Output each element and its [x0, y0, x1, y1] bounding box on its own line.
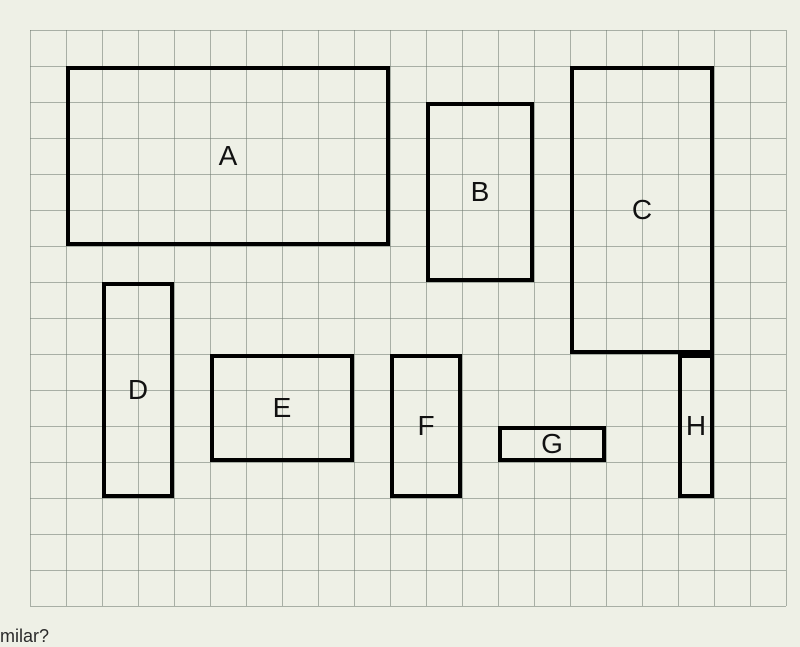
shape-rect-a: A	[66, 66, 390, 246]
grid-line-vertical	[786, 30, 787, 606]
shape-label: D	[128, 374, 148, 406]
diagram-stage: A B C D E F G Hmilar?	[0, 0, 800, 647]
shape-label: E	[273, 392, 292, 424]
cropped-question-text: milar?	[0, 626, 49, 647]
shape-rect-g: G	[498, 426, 606, 462]
shape-label: G	[541, 428, 563, 460]
shape-label: H	[686, 410, 706, 442]
shape-rect-c: C	[570, 66, 714, 354]
shape-label: B	[471, 176, 490, 208]
grid-line-horizontal	[30, 570, 786, 571]
shape-label: C	[632, 194, 652, 226]
shape-label: F	[417, 410, 434, 442]
shape-rect-h: H	[678, 354, 714, 498]
grid-line-horizontal	[30, 30, 786, 31]
shape-label: A	[219, 140, 238, 172]
shape-rect-f: F	[390, 354, 462, 498]
grid-line-horizontal	[30, 498, 786, 499]
grid-line-horizontal	[30, 606, 786, 607]
shape-rect-d: D	[102, 282, 174, 498]
grid-line-horizontal	[30, 534, 786, 535]
shape-rect-b: B	[426, 102, 534, 282]
shape-rect-e: E	[210, 354, 354, 462]
